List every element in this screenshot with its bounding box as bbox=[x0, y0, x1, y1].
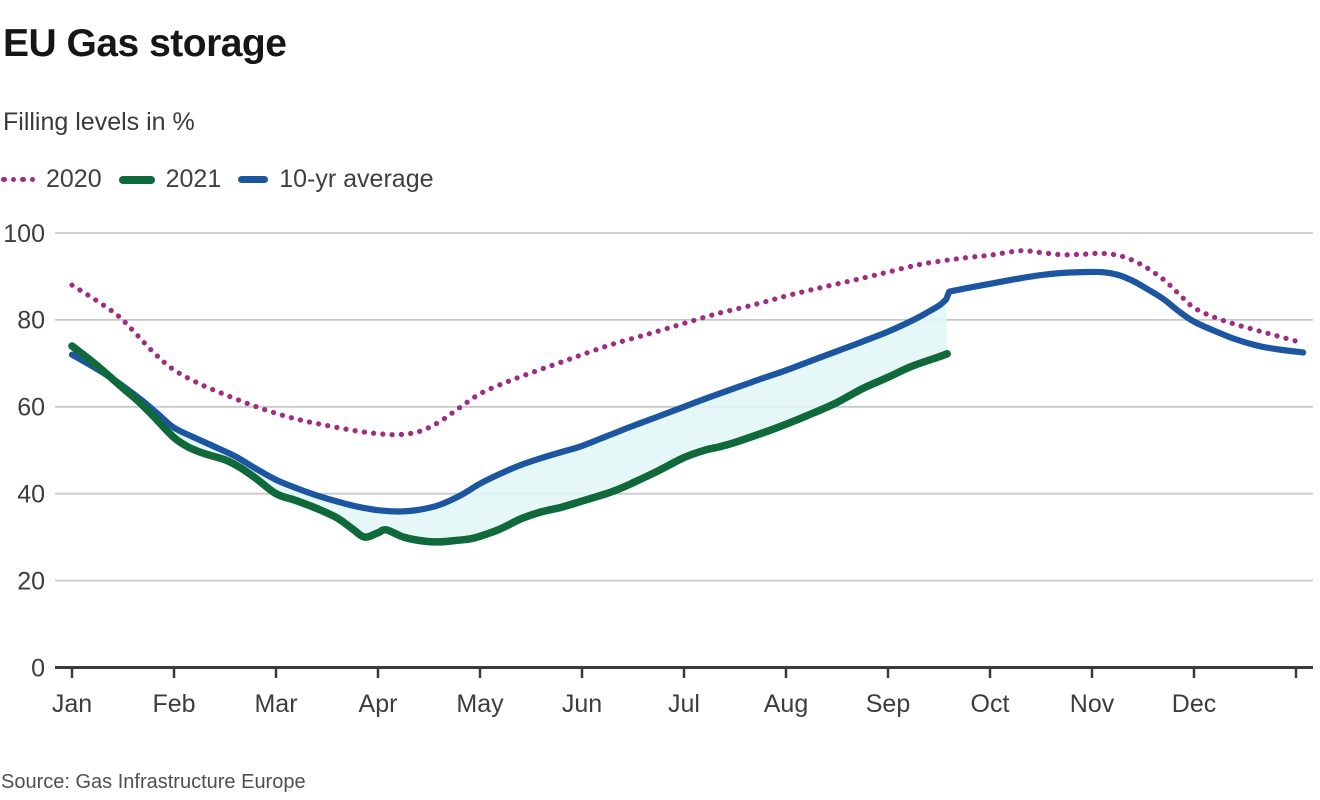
gap-fill-area bbox=[123, 299, 948, 542]
x-axis-label-May: May bbox=[456, 690, 504, 718]
x-axis-label-Mar: Mar bbox=[254, 690, 297, 718]
legend-item-2021: 2021 bbox=[118, 165, 222, 194]
legend-item-2020: 2020 bbox=[1, 165, 102, 194]
y-axis-label-20: 20 bbox=[17, 567, 45, 595]
x-axis-label-Sep: Sep bbox=[866, 690, 910, 718]
series-line-2021 bbox=[68, 342, 951, 546]
legend-item-10yr-average: 10-yr average bbox=[238, 165, 434, 194]
blue-line-swatch-icon bbox=[238, 176, 269, 183]
x-axis-label-Apr: Apr bbox=[359, 690, 398, 718]
x-axis-label-Oct: Oct bbox=[971, 690, 1010, 718]
x-axis-label-Jun: Jun bbox=[562, 690, 602, 718]
x-axis-label-Feb: Feb bbox=[152, 690, 195, 718]
legend-label-2020: 2020 bbox=[46, 165, 102, 193]
x-axis-label-Nov: Nov bbox=[1070, 690, 1115, 718]
chart-legend: 2020 2021 10-yr average bbox=[1, 165, 434, 194]
y-axis-label-100: 100 bbox=[3, 220, 45, 248]
x-axis-label-Jul: Jul bbox=[668, 690, 700, 718]
x-axis-label-Jan: Jan bbox=[52, 690, 92, 718]
x-axis-label-Dec: Dec bbox=[1172, 690, 1216, 718]
y-axis-label-40: 40 bbox=[17, 480, 45, 508]
series-line-2020 bbox=[69, 248, 1304, 438]
x-axis-label-Aug: Aug bbox=[764, 690, 808, 718]
y-axis-label-60: 60 bbox=[17, 394, 45, 422]
series-line-10yr-average bbox=[68, 268, 1307, 515]
y-axis-label-0: 0 bbox=[31, 654, 45, 682]
y-axis-label-80: 80 bbox=[17, 307, 45, 335]
chart-subtitle: Filling levels in % bbox=[3, 108, 195, 136]
dotted-line-swatch-icon bbox=[1, 176, 35, 183]
green-line-swatch-icon bbox=[118, 175, 155, 184]
legend-label-2021: 2021 bbox=[165, 165, 222, 193]
legend-label-10yr-average: 10-yr average bbox=[279, 165, 434, 193]
source-note: Source: Gas Infrastructure Europe bbox=[1, 771, 306, 793]
page-title: EU Gas storage bbox=[3, 22, 287, 65]
